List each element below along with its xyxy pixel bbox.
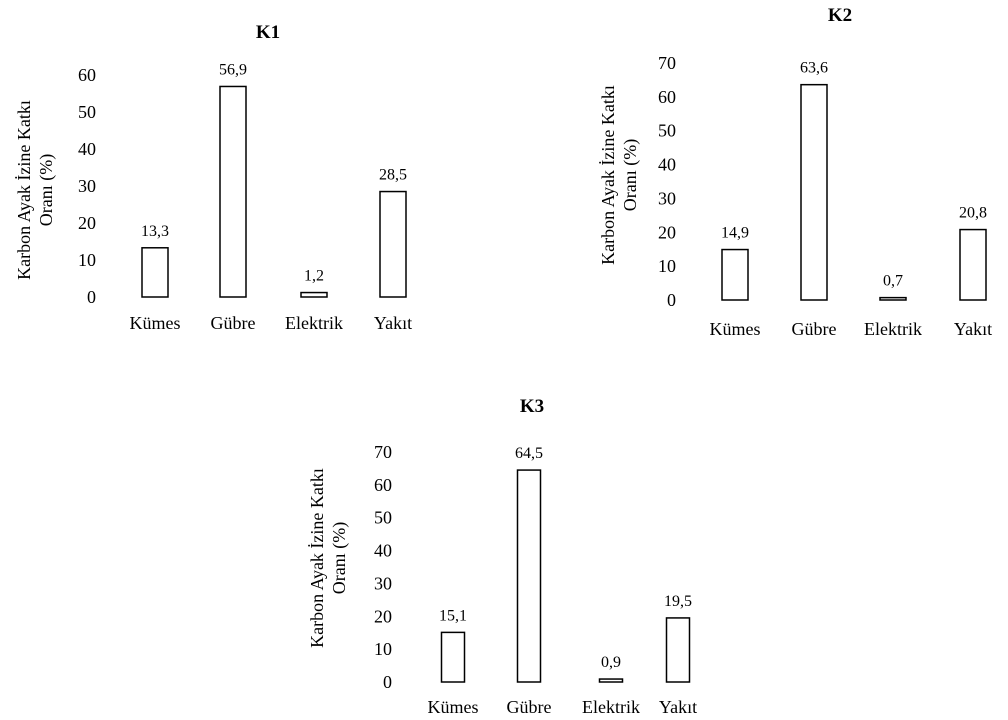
chart-k2: K2 Karbon Ayak İzine Katkı Oranı (%) 0 10 20 3…	[598, 5, 992, 339]
x-category-label: Yakıt	[374, 313, 412, 333]
y-tick-label: 60	[658, 87, 676, 107]
y-tick-label: 60	[78, 65, 96, 85]
y-tick-label: 50	[78, 102, 96, 122]
data-label: 19,5	[664, 593, 692, 610]
y-tick-label: 70	[658, 53, 676, 73]
x-category-label: Elektrik	[285, 313, 343, 333]
bar-gübre	[219, 85, 247, 298]
bar-elektrik	[300, 291, 328, 298]
x-category-label: Kümes	[710, 319, 761, 339]
y-tick-label: 40	[78, 139, 96, 159]
y-tick-label: 10	[658, 256, 676, 276]
bar-kümes	[141, 247, 169, 298]
y-axis-label-line: Oranı (%)	[36, 154, 57, 226]
y-axis-label-line: Karbon Ayak İzine Katkı	[14, 100, 34, 280]
data-label: 63,6	[800, 60, 828, 77]
y-axis-label-line: Oranı (%)	[329, 522, 350, 594]
x-category-label: Kümes	[428, 697, 479, 717]
bar-elektrik	[879, 296, 907, 301]
data-label: 1,2	[304, 268, 324, 285]
chart-title: K1	[256, 22, 280, 43]
y-tick-label: 40	[374, 541, 392, 561]
y-tick-label: 20	[374, 606, 392, 626]
data-label: 64,5	[515, 445, 543, 462]
bar-elektrik	[598, 678, 624, 683]
y-axis-label-line: Karbon Ayak İzine Katkı	[307, 468, 327, 648]
chart-k3: K3 Karbon Ayak İzine Katkı Oranı (%) 0 10 20 3…	[307, 396, 697, 717]
y-tick-label: 0	[667, 290, 676, 310]
bar-gübre	[516, 469, 542, 683]
y-axis-label: Karbon Ayak İzine Katkı Oranı (%)	[307, 468, 350, 648]
bar-gübre	[800, 83, 828, 301]
data-label: 0,7	[883, 273, 903, 290]
bar-yakıt	[959, 228, 987, 301]
y-tick-label: 30	[658, 188, 676, 208]
bar-kümes	[721, 248, 749, 301]
data-label: 13,3	[141, 223, 169, 240]
x-category-label: Elektrik	[864, 319, 922, 339]
y-tick-label: 50	[374, 508, 392, 528]
y-tick-label: 0	[383, 672, 392, 692]
y-tick-label: 0	[87, 287, 96, 307]
y-tick-label: 20	[658, 222, 676, 242]
data-label: 14,9	[721, 225, 749, 242]
data-label: 56,9	[219, 61, 247, 78]
data-label: 0,9	[601, 654, 621, 671]
x-category-label: Gübre	[211, 313, 256, 333]
chart-title: K2	[828, 5, 852, 26]
y-axis-label-line: Karbon Ayak İzine Katkı	[598, 85, 618, 265]
y-tick-label: 30	[374, 573, 392, 593]
y-tick-label: 60	[374, 475, 392, 495]
chart-title: K3	[520, 396, 544, 417]
y-axis-label-line: Oranı (%)	[620, 139, 641, 211]
y-tick-label: 20	[78, 213, 96, 233]
data-label: 15,1	[439, 607, 467, 624]
x-category-label: Yakıt	[659, 697, 697, 717]
y-tick-label: 10	[78, 250, 96, 270]
x-category-label: Kümes	[130, 313, 181, 333]
chart-k1: K1 Karbon Ayak İzine Katkı Oranı (%) 0 10 20 3…	[14, 22, 412, 333]
y-tick-label: 30	[78, 176, 96, 196]
bar-yakıt	[665, 617, 691, 683]
bar-yakıt	[379, 190, 407, 298]
bar-kümes	[440, 631, 466, 683]
y-tick-label: 40	[658, 155, 676, 175]
y-axis-label: Karbon Ayak İzine Katkı Oranı (%)	[598, 85, 641, 265]
x-category-label: Gübre	[792, 319, 837, 339]
y-axis-label: Karbon Ayak İzine Katkı Oranı (%)	[14, 100, 57, 280]
y-tick-label: 70	[374, 442, 392, 462]
y-tick-label: 50	[658, 121, 676, 141]
x-category-label: Yakıt	[954, 319, 992, 339]
x-category-label: Gübre	[507, 697, 552, 717]
y-tick-label: 10	[374, 639, 392, 659]
x-category-label: Elektrik	[582, 697, 640, 717]
data-label: 28,5	[379, 167, 407, 184]
data-label: 20,8	[959, 205, 987, 222]
